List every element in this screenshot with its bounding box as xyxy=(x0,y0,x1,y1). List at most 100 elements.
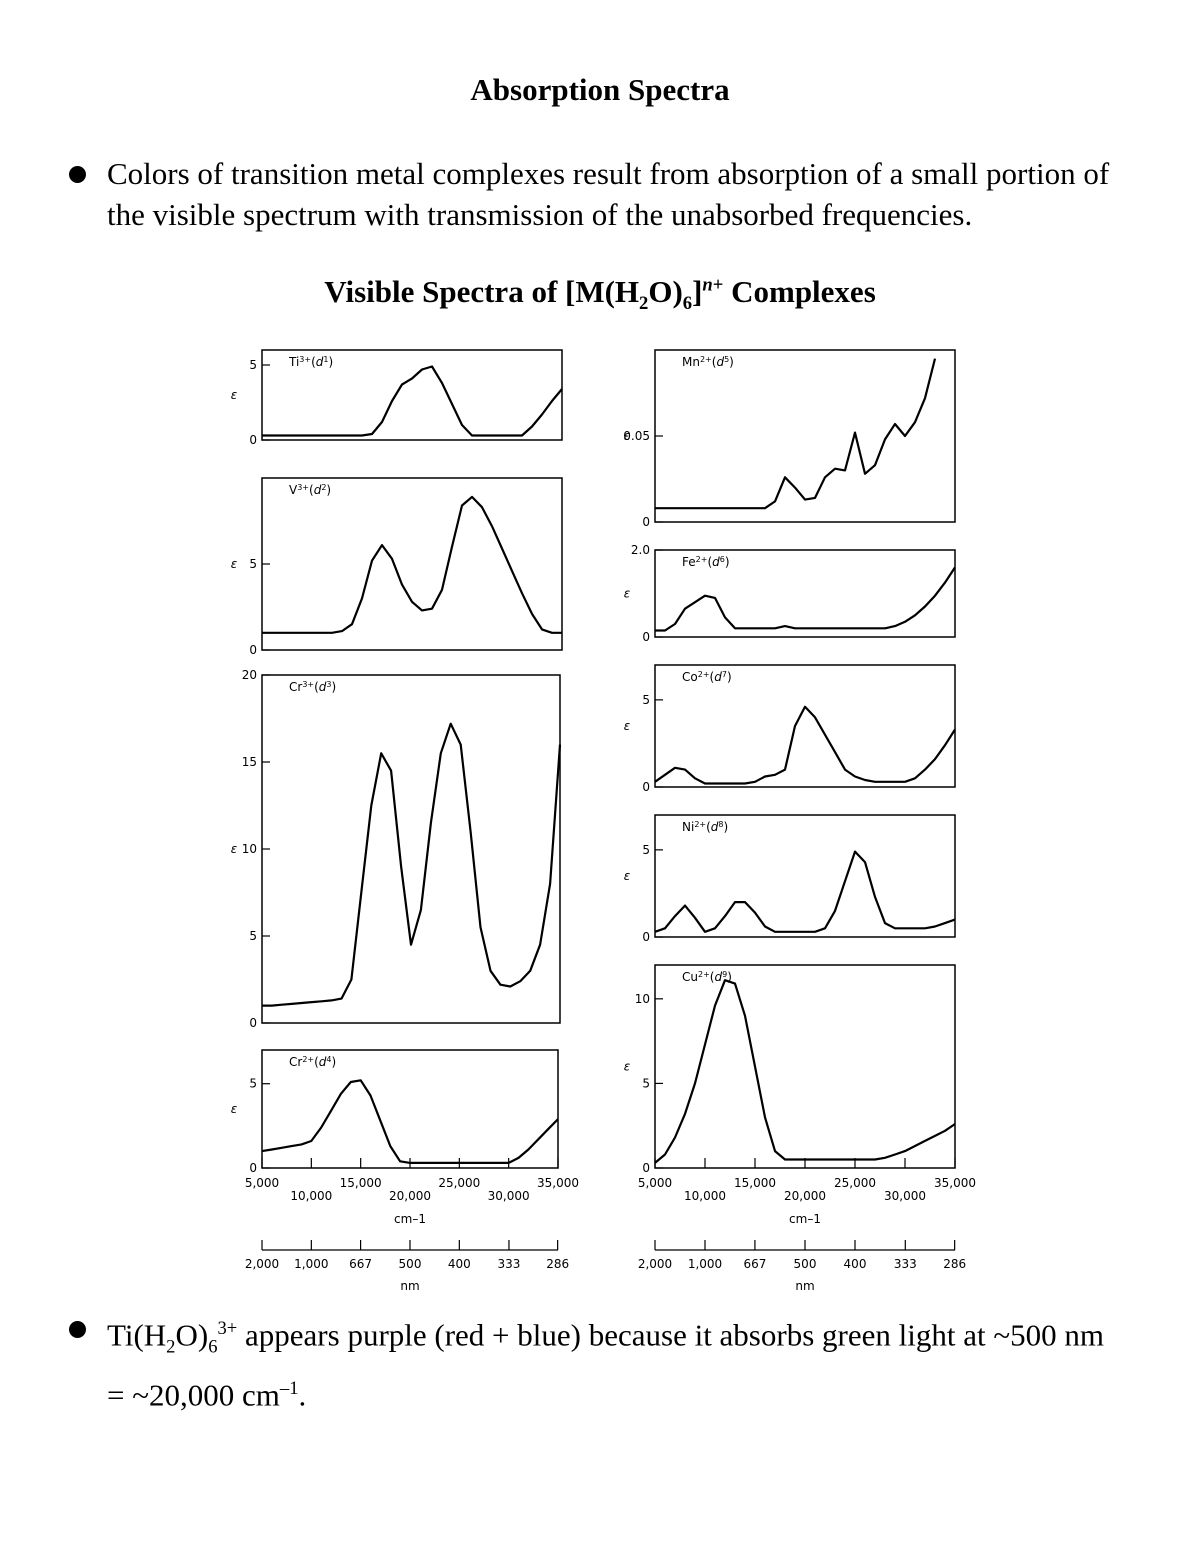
text-run: Visible Spectra of [M(H xyxy=(324,274,640,309)
label-run: 2+ xyxy=(698,670,710,679)
y-tick-label: 5 xyxy=(642,1076,650,1090)
label-run: 8 xyxy=(718,820,723,829)
label-run: ) xyxy=(729,355,734,369)
nm-tick-label: 500 xyxy=(794,1257,817,1271)
text-run: 2 xyxy=(639,293,649,315)
label-run: ( xyxy=(710,670,715,684)
figure-title: Visible Spectra of [M(H2O)6]n+ Complexes xyxy=(0,274,1200,315)
label-run: Ti xyxy=(288,355,299,369)
plot-frame xyxy=(261,674,561,1024)
x-tick-label: 15,000 xyxy=(734,1176,776,1190)
text-run: Ti(H xyxy=(107,1317,167,1353)
label-run: 3+ xyxy=(297,483,309,492)
label-run: d xyxy=(316,355,324,369)
x-tick-label: 35,000 xyxy=(537,1176,579,1190)
bullet: Colors of transition metal complexes res… xyxy=(69,153,1117,235)
text-run: Complexes xyxy=(723,274,876,309)
label-run: 2 xyxy=(321,483,326,492)
bullet: Ti(H2O)63+ appears purple (red + blue) b… xyxy=(69,1308,1117,1415)
y-tick-label: 20 xyxy=(242,668,257,682)
y-tick-label: 15 xyxy=(242,755,257,769)
panel-label: Fe2+(d6) xyxy=(682,555,730,570)
y-tick-label: 5 xyxy=(642,843,650,857)
nm-tick-label: 2,000 xyxy=(245,1257,279,1271)
label-run: d xyxy=(711,820,719,834)
panel-label: V3+(d2) xyxy=(289,483,331,498)
label-run: Ni xyxy=(682,820,694,834)
x-tick-label: 30,000 xyxy=(884,1189,926,1203)
spectrum-line xyxy=(655,566,956,632)
label-run: ) xyxy=(727,670,732,684)
label-run: ) xyxy=(332,1055,337,1069)
spectrum-line xyxy=(654,705,956,785)
text-run: 3+ xyxy=(217,1318,238,1339)
y-axis-label: ε xyxy=(231,388,238,402)
text-run: appears purple (red + blue) because it a… xyxy=(107,1317,1104,1412)
y-tick-label: 0 xyxy=(642,630,650,644)
label-run: ( xyxy=(707,555,712,569)
label-run: Mn xyxy=(682,355,700,369)
nm-tick-label: 333 xyxy=(498,1257,521,1271)
label-run: 3 xyxy=(326,680,331,689)
x-tick-label: 25,000 xyxy=(438,1176,480,1190)
panel-label: Cr2+(d4) xyxy=(289,1055,336,1070)
spectrum-line xyxy=(262,365,563,437)
y-tick-label: 2.0 xyxy=(631,543,650,557)
text-run: ] xyxy=(692,274,703,309)
y-axis-label: ε xyxy=(231,557,238,571)
y-tick-label: 5 xyxy=(249,1077,257,1091)
label-run: Cr xyxy=(289,680,302,694)
label-run: ( xyxy=(712,355,717,369)
y-tick-label: 5 xyxy=(249,557,257,571)
label-run: Cr xyxy=(289,1055,302,1069)
text-run: O) xyxy=(648,274,683,309)
panel-label: Co2+(d7) xyxy=(682,670,732,685)
panel-label: Ni2+(d8) xyxy=(682,820,728,835)
plot-frame xyxy=(261,349,563,441)
text-run: –1 xyxy=(279,1377,299,1399)
x-tick-label: 20,000 xyxy=(784,1189,826,1203)
y-tick-label: 0 xyxy=(249,643,257,657)
x-tick-label: 15,000 xyxy=(340,1176,382,1190)
label-run: V xyxy=(289,483,298,497)
x-tick-label: 5,000 xyxy=(638,1176,672,1190)
x-tick-label: 25,000 xyxy=(834,1176,876,1190)
nm-tick-label: 667 xyxy=(349,1257,372,1271)
spectrum-line xyxy=(655,358,937,510)
label-run: 2+ xyxy=(696,555,708,564)
x-tick-label: 10,000 xyxy=(684,1189,726,1203)
y-tick-label: 0 xyxy=(249,1161,257,1175)
x-tick-label: 35,000 xyxy=(934,1176,976,1190)
plot-frame xyxy=(654,664,956,788)
label-run: Fe xyxy=(682,555,696,569)
y-tick-label: 0 xyxy=(249,1016,257,1030)
label-run: 2+ xyxy=(694,820,706,829)
spectrum-line xyxy=(262,495,562,634)
x-axis-label: cm–1 xyxy=(789,1212,821,1226)
nm-tick-label: 286 xyxy=(546,1257,569,1271)
label-run: d xyxy=(716,355,724,369)
y-tick-label: 5 xyxy=(642,693,650,707)
plot-frame xyxy=(261,477,563,651)
label-run: 3+ xyxy=(302,680,314,689)
label-run: ) xyxy=(329,355,334,369)
page-title: Absorption Spectra xyxy=(470,72,730,107)
label-run: ) xyxy=(326,483,331,497)
label-run: ( xyxy=(710,970,715,984)
spectrum-line xyxy=(654,850,956,933)
text-run: + xyxy=(712,274,724,296)
label-run: 2+ xyxy=(700,355,712,364)
x-tick-label: 5,000 xyxy=(245,1176,279,1190)
spectrum-line xyxy=(261,1079,559,1164)
nm-tick-label: 400 xyxy=(448,1257,471,1271)
spectrum-line xyxy=(262,722,562,1007)
y-tick-label: 0 xyxy=(642,1161,650,1175)
text-run: Colors of transition metal complexes res… xyxy=(107,156,1110,232)
label-run: ( xyxy=(314,680,319,694)
label-run: 9 xyxy=(722,970,727,979)
label-run: d xyxy=(712,555,720,569)
x-tick-label: 10,000 xyxy=(290,1189,332,1203)
x-tick-label: 20,000 xyxy=(389,1189,431,1203)
y-tick-label: 0 xyxy=(249,433,257,447)
